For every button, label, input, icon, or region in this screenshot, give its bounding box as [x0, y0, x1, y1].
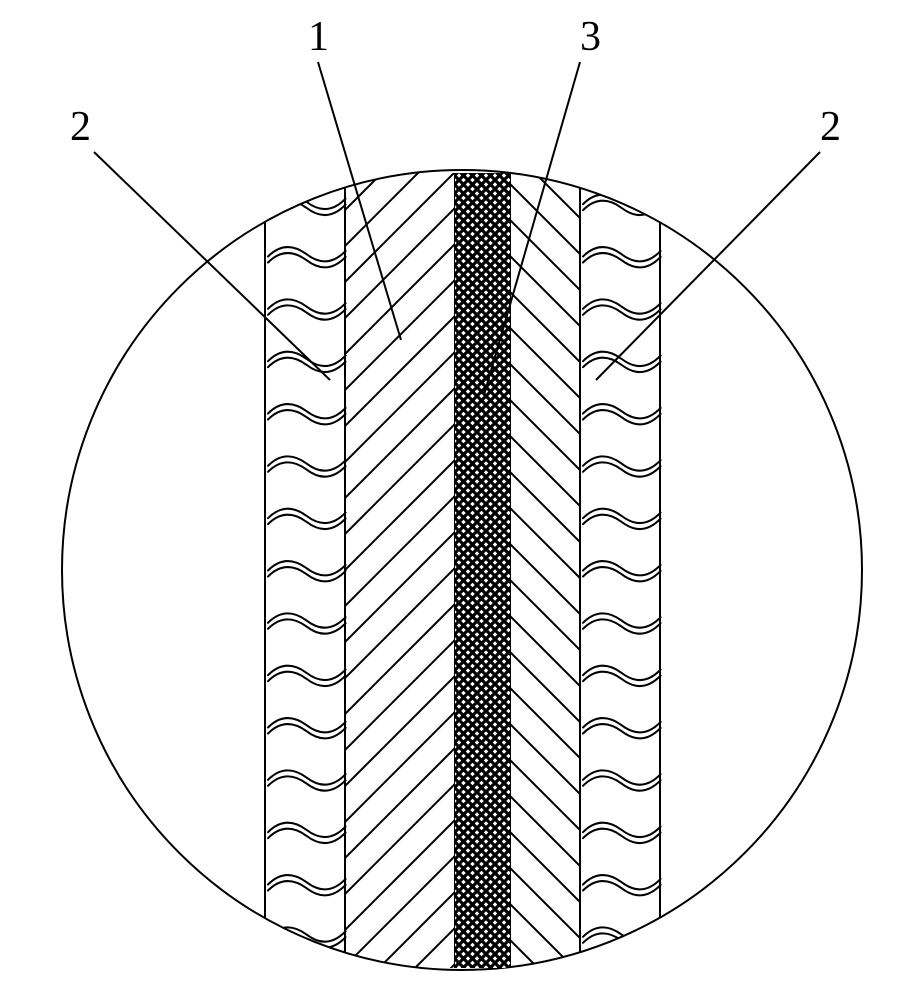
- hatch-layer-right: [510, 580, 580, 650]
- hatch-layer-left: [345, 172, 455, 282]
- hatch-layer-right: [510, 184, 580, 254]
- hatch-layer-left: [345, 928, 455, 1000]
- hatch-layer-right: [510, 688, 580, 758]
- hatch-layer-left: [345, 352, 455, 462]
- hatch-layer-right: [510, 0, 580, 38]
- hatch-layer-right: [510, 904, 580, 974]
- hatch-layer-left: [345, 0, 455, 66]
- callout-label: 2: [70, 104, 91, 150]
- hatch-layer-left: [345, 100, 455, 210]
- hatch-layer-left: [345, 316, 455, 426]
- hatch-layer-right: [510, 868, 580, 938]
- hatch-layer-right: [510, 364, 580, 434]
- hatch-layer-right: [510, 976, 580, 1000]
- hatch-layer-right: [510, 112, 580, 182]
- hatch-layer-right: [510, 400, 580, 470]
- hatch-layer-left: [345, 532, 455, 642]
- hatch-layer-right: [510, 328, 580, 398]
- hatch-layer-right: [510, 220, 580, 290]
- hatch-layer-right: [510, 724, 580, 794]
- hatch-layer-left: [345, 640, 455, 750]
- leader-line: [318, 62, 401, 340]
- hatch-layer-right: [510, 292, 580, 362]
- callout-label: 3: [580, 14, 601, 60]
- hatch-layer-left: [345, 460, 455, 570]
- hatch-layer-left: [345, 856, 455, 966]
- hatch-layer-right: [510, 4, 580, 74]
- hatch-layer-right: [510, 652, 580, 722]
- hatch-layer-left: [345, 388, 455, 498]
- hatch-layer-left: [345, 424, 455, 534]
- hatch-layer-left: [345, 568, 455, 678]
- hatch-layer-left: [345, 748, 455, 858]
- hatch-layer-left: [345, 28, 455, 138]
- callout-label: 2: [820, 104, 841, 150]
- hatch-layer-left: [345, 0, 455, 30]
- hatch-layer-right: [510, 544, 580, 614]
- hatch-layer-left: [345, 64, 455, 174]
- hatch-layer-left: [345, 496, 455, 606]
- hatch-layer-right: [510, 796, 580, 866]
- layered-material-diagram: 1 2 3 2: [0, 0, 924, 1000]
- hatch-layer-right: [510, 436, 580, 506]
- hatch-layer-left: [345, 820, 455, 930]
- hatch-layer-left: [345, 604, 455, 714]
- hatch-layer-left: [345, 0, 455, 102]
- hatch-layer-left: [345, 712, 455, 822]
- crosshatch-core: [455, 173, 510, 968]
- hatch-layer-right: [510, 616, 580, 686]
- hatch-layer-left: [345, 136, 455, 246]
- hatch-layer-right: [510, 832, 580, 902]
- layers-group: [265, 0, 661, 1000]
- hatch-layer-left: [345, 676, 455, 786]
- hatch-layer-right: [510, 472, 580, 542]
- hatch-layer-left: [345, 892, 455, 1000]
- hatch-layer-right: [510, 760, 580, 830]
- hatch-layer-right: [510, 508, 580, 578]
- hatch-layer-left: [345, 208, 455, 318]
- leader-line: [94, 152, 330, 380]
- hatch-layer-right: [510, 76, 580, 146]
- hatch-layer-left: [345, 784, 455, 894]
- callout-label: 1: [308, 14, 329, 60]
- hatch-layer-right: [510, 940, 580, 1000]
